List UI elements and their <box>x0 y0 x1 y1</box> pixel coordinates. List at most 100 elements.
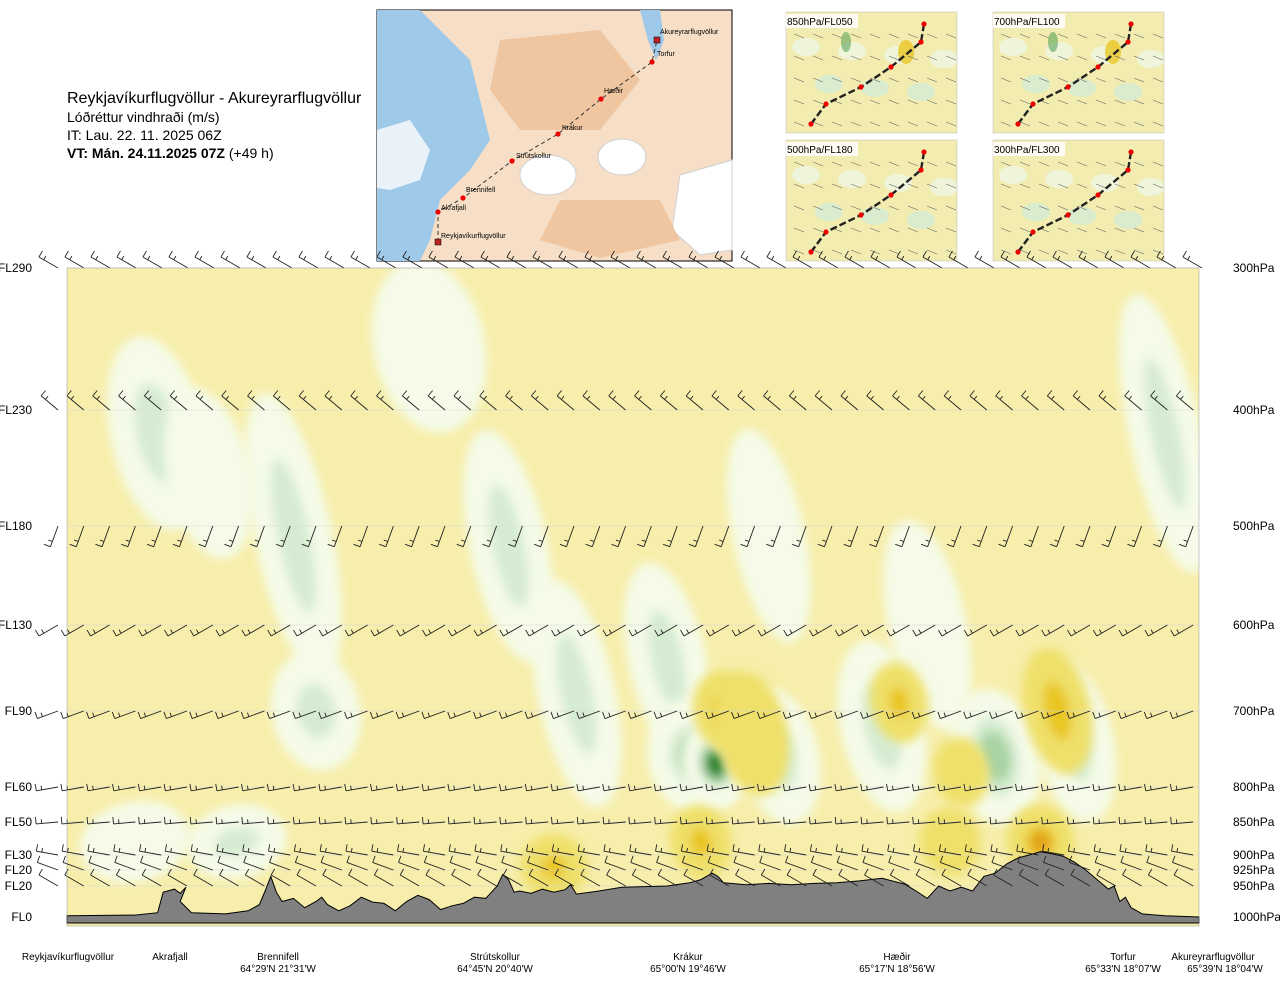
level-map-barb <box>869 249 881 255</box>
barb-shaft <box>90 256 111 269</box>
barb-feather <box>963 711 967 719</box>
barb-feather <box>376 390 382 397</box>
barb-feather-half <box>228 539 234 542</box>
barb-feather <box>808 783 811 791</box>
level-map-frame <box>992 139 1165 262</box>
wind-barb <box>758 844 781 856</box>
barb-feather <box>163 711 167 719</box>
wind-barb <box>809 844 833 856</box>
barb-shaft <box>861 821 884 825</box>
barb-feather <box>379 543 387 548</box>
barb-feather <box>938 844 941 852</box>
barb-shaft <box>1145 850 1168 856</box>
barb-feather <box>527 855 531 863</box>
level-map-barb <box>850 227 862 233</box>
barb-feather <box>707 855 711 863</box>
wind-barb <box>267 624 291 637</box>
barb-feather <box>292 783 295 791</box>
waypoint-name: Brennifell <box>257 952 299 963</box>
barb-feather <box>246 250 251 258</box>
barb-feather-half <box>147 255 151 260</box>
barb-feather <box>62 855 66 863</box>
downdraft-level-2 <box>689 827 713 856</box>
level-map-background <box>786 12 957 133</box>
barb-shaft <box>1043 710 1065 719</box>
barb-feather <box>1118 629 1123 637</box>
level-map-barb <box>793 121 805 127</box>
barb-shaft <box>603 821 626 825</box>
wind-barb <box>92 390 110 411</box>
barb-feather <box>168 250 173 258</box>
barb-feather-half <box>1102 395 1107 400</box>
barb-shaft <box>454 256 475 269</box>
wind-barb <box>628 624 652 637</box>
barb-shaft <box>758 850 781 856</box>
wind-barb <box>190 844 213 856</box>
wind-barb <box>43 525 59 548</box>
barb-shaft <box>194 256 215 269</box>
barb-feather <box>582 390 588 397</box>
level-map-shade <box>1137 178 1165 196</box>
barb-feather-half <box>1150 629 1154 634</box>
barb-feather <box>502 868 508 876</box>
barb-feather-half <box>225 395 230 400</box>
wind-barb <box>477 868 497 887</box>
barb-feather-half <box>948 395 952 400</box>
barb-feather <box>628 816 630 824</box>
barb-feather-half <box>530 712 534 717</box>
barb-shaft <box>1056 525 1065 547</box>
barb-feather-half <box>1057 255 1061 260</box>
level-map-barb <box>1057 183 1069 189</box>
wind-barb <box>1078 250 1099 269</box>
barb-shaft <box>940 862 962 871</box>
wind-barb <box>318 783 342 792</box>
barb-shaft <box>216 786 239 792</box>
wind-barb <box>141 868 162 887</box>
barb-feather <box>86 783 89 791</box>
barb-feather <box>1169 783 1172 791</box>
barb-shaft <box>655 821 678 825</box>
barb-feather-half <box>1124 847 1127 853</box>
wind-barb <box>64 868 85 887</box>
barb-shaft <box>425 624 446 637</box>
barb-feather <box>371 844 374 852</box>
barb-feather-half <box>922 395 926 400</box>
barb-feather <box>550 783 553 791</box>
wind-barb <box>1018 868 1039 887</box>
wind-barb <box>499 816 523 825</box>
barb-row-850hPa <box>35 816 1194 825</box>
barb-feather-half <box>866 712 869 717</box>
barb-shaft <box>844 256 865 269</box>
barb-feather <box>293 816 295 824</box>
barb-feather-half <box>943 785 946 790</box>
barb-feather <box>482 543 490 548</box>
barb-shaft <box>746 525 756 547</box>
barb-shaft <box>927 525 936 547</box>
barb-feather-half <box>1072 712 1075 717</box>
barb-feather-half <box>1180 395 1184 400</box>
barb-feather-half <box>402 847 405 853</box>
barb-feather <box>425 868 430 876</box>
level-map-barb <box>850 33 862 39</box>
level-map-barb <box>1038 205 1050 211</box>
barb-shaft <box>424 862 446 871</box>
barb-feather <box>194 250 199 258</box>
barb-feather-half <box>641 255 645 260</box>
level-map-barb <box>850 161 862 167</box>
barb-shaft <box>371 821 394 825</box>
level-map-barb <box>1076 55 1088 61</box>
downdraft-level-1 <box>919 808 981 876</box>
level-map-barb <box>869 99 881 105</box>
barb-feather <box>66 390 72 397</box>
barb-feather <box>241 783 244 791</box>
velocity-cell-19 <box>186 803 287 880</box>
barb-feather-half <box>557 847 559 853</box>
velocity-cell-24 <box>869 662 929 743</box>
level-map-barb <box>1019 183 1031 189</box>
barb-shaft <box>1171 821 1194 825</box>
barb-feather <box>585 543 593 548</box>
barb-feather <box>164 816 166 824</box>
level-map-waypoint <box>921 149 927 155</box>
wind-barb <box>558 250 579 269</box>
